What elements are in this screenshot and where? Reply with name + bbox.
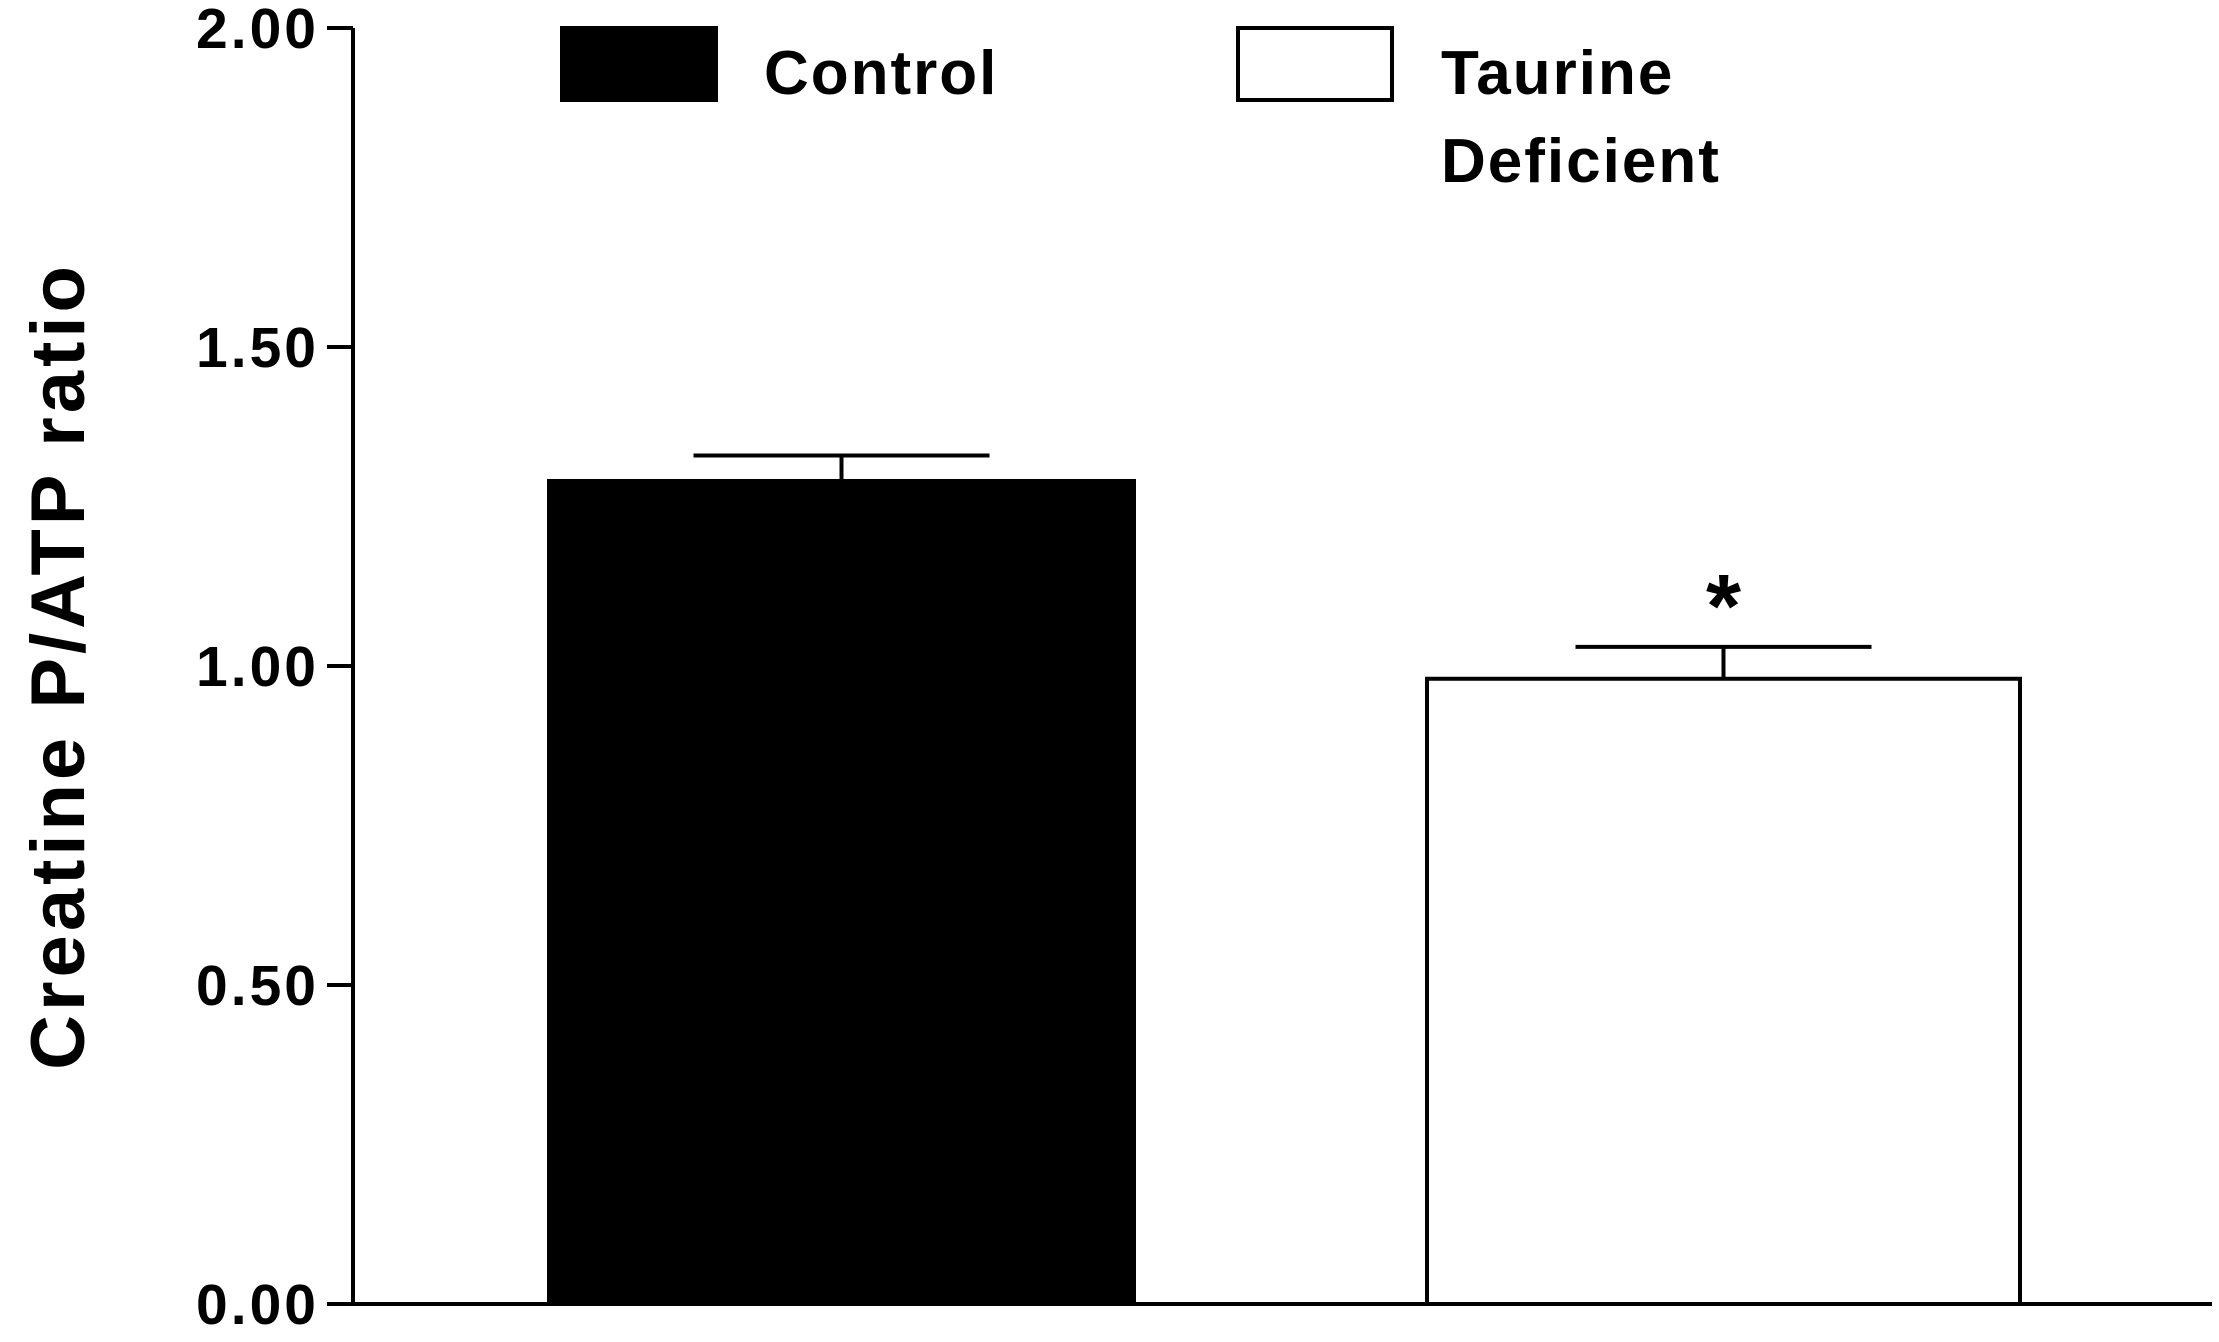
y-tick-label: 0.00	[196, 1273, 319, 1337]
bar	[1425, 676, 2022, 1306]
y-tick-label: 0.50	[196, 954, 319, 1018]
y-axis-label: Creatine P/ATP ratio	[16, 262, 101, 1070]
y-tick-label: 1.50	[196, 316, 319, 380]
y-tick-label: 1.00	[196, 635, 319, 699]
bar	[547, 478, 1136, 1307]
y-tick-label: 2.00	[196, 0, 319, 61]
legend-label: Taurine Deficient	[1441, 39, 1721, 196]
legend-swatch	[560, 26, 718, 102]
legend-label: Control	[764, 39, 999, 108]
legend-swatch	[1236, 26, 1394, 102]
annotation: *	[1706, 557, 1741, 657]
